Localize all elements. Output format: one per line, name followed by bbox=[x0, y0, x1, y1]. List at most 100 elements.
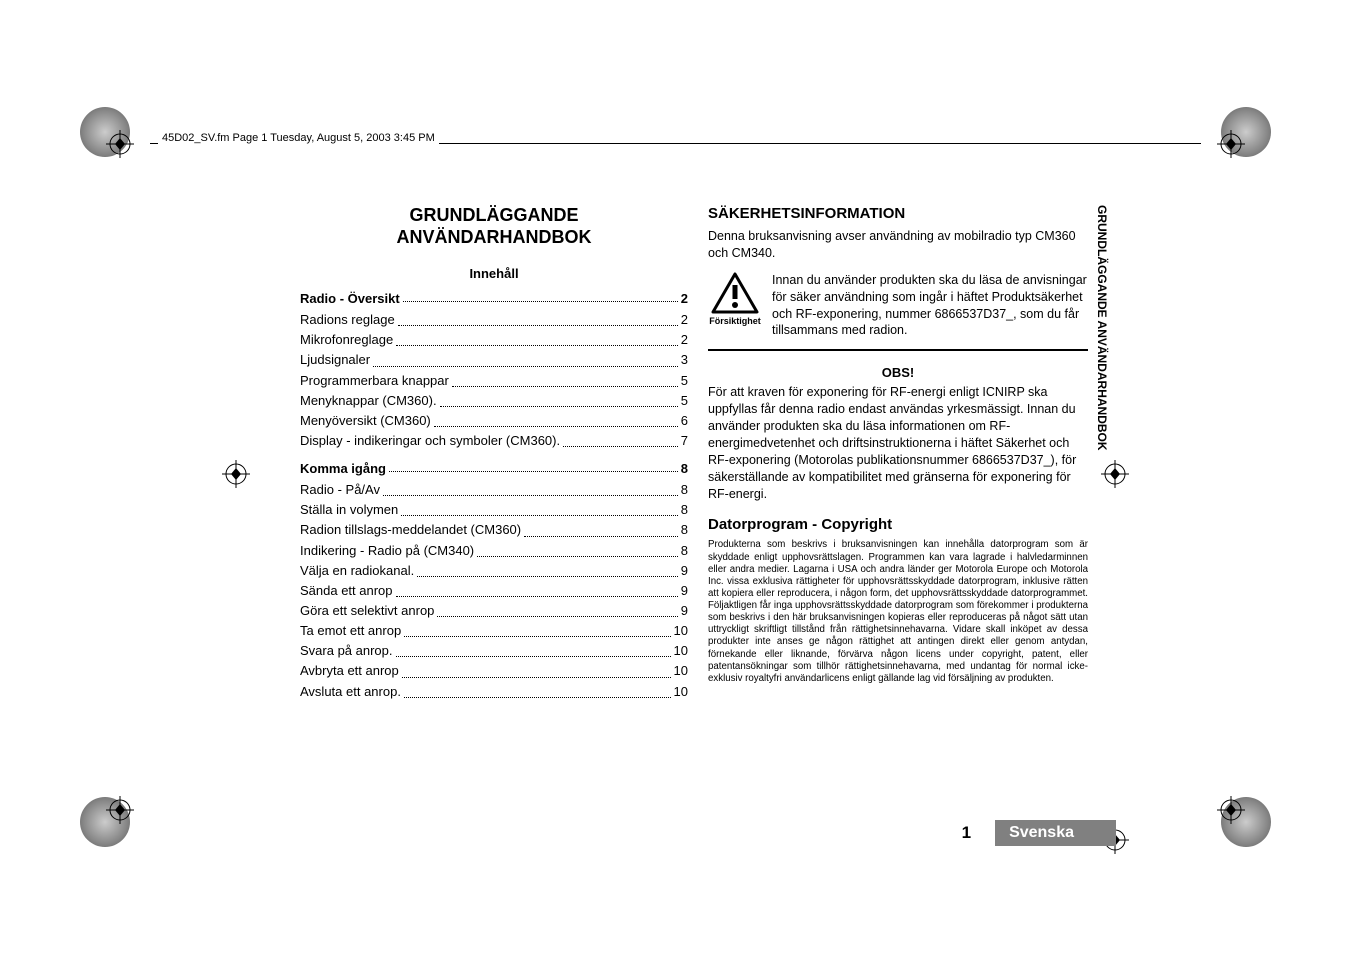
toc-label: Programmerbara knappar bbox=[300, 371, 449, 391]
toc-label: Ljudsignaler bbox=[300, 350, 370, 370]
toc-entry: Komma igång 8 bbox=[300, 461, 688, 476]
toc-page-number: 8 bbox=[681, 461, 688, 476]
toc-label: Göra ett selektivt anrop bbox=[300, 601, 434, 621]
toc-entry: Menyöversikt (CM360) 6 bbox=[300, 411, 688, 431]
registration-mark bbox=[1217, 130, 1245, 158]
toc-label: Radion tillslags-meddelandet (CM360) bbox=[300, 520, 521, 540]
toc-page-number: 8 bbox=[681, 480, 688, 500]
toc-entry: Svara på anrop. 10 bbox=[300, 641, 688, 661]
toc-leader-dots bbox=[477, 541, 678, 557]
toc-page-number: 2 bbox=[681, 310, 688, 330]
toc-page-number: 5 bbox=[681, 371, 688, 391]
toc-leader-dots bbox=[440, 391, 678, 407]
safety-heading: SÄKERHETSINFORMATION bbox=[708, 205, 1088, 222]
toc-page-number: 8 bbox=[681, 500, 688, 520]
registration-mark bbox=[106, 796, 134, 824]
toc-entry: Ljudsignaler 3 bbox=[300, 350, 688, 370]
toc-label: Avsluta ett anrop. bbox=[300, 682, 401, 702]
toc-page-number: 7 bbox=[681, 431, 688, 451]
caution-text: Innan du använder produkten ska du läsa … bbox=[772, 272, 1088, 340]
toc-entry: Avsluta ett anrop. 10 bbox=[300, 682, 688, 702]
copyright-heading: Datorprogram - Copyright bbox=[708, 516, 1088, 533]
title-line-2: ANVÄNDARHANDBOK bbox=[397, 227, 592, 247]
registration-mark bbox=[1217, 796, 1245, 824]
toc-page-number: 10 bbox=[674, 661, 688, 681]
toc-leader-dots bbox=[452, 371, 678, 387]
toc-page-number: 8 bbox=[681, 541, 688, 561]
toc-label: Svara på anrop. bbox=[300, 641, 393, 661]
toc-leader-dots bbox=[404, 621, 670, 637]
toc-entry: Sända ett anrop 9 bbox=[300, 581, 688, 601]
toc-leader-dots bbox=[563, 431, 678, 447]
toc-page-number: 6 bbox=[681, 411, 688, 431]
right-column: SÄKERHETSINFORMATION Denna bruksanvisnin… bbox=[708, 205, 1088, 685]
toc-label: Indikering - Radio på (CM340) bbox=[300, 541, 474, 561]
left-column: GRUNDLÄGGANDE ANVÄNDARHANDBOK Innehåll R… bbox=[300, 205, 688, 702]
toc-label: Sända ett anrop bbox=[300, 581, 393, 601]
toc-page-number: 10 bbox=[674, 641, 688, 661]
toc-label: Komma igång bbox=[300, 461, 386, 476]
toc-page-number: 9 bbox=[681, 601, 688, 621]
toc-label: Ställa in volymen bbox=[300, 500, 398, 520]
language-badge: Svenska bbox=[995, 820, 1116, 846]
toc-entry: Ta emot ett anrop 10 bbox=[300, 621, 688, 641]
caution-icon-wrap: Försiktighet bbox=[708, 272, 762, 326]
caution-label: Försiktighet bbox=[709, 316, 761, 326]
toc-leader-dots bbox=[524, 520, 678, 536]
toc-leader-dots bbox=[373, 350, 678, 366]
toc-page-number: 9 bbox=[681, 581, 688, 601]
obs-text: För att kraven för exponering för RF-ene… bbox=[708, 384, 1088, 502]
title-line-1: GRUNDLÄGGANDE bbox=[410, 205, 579, 225]
toc-entry: Välja en radiokanal. 9 bbox=[300, 561, 688, 581]
copyright-text: Produkterna som beskrivs i bruksanvisnin… bbox=[708, 539, 1088, 685]
obs-heading: OBS! bbox=[708, 365, 1088, 380]
toc-leader-dots bbox=[401, 500, 677, 516]
toc-entry: Radio - På/Av 8 bbox=[300, 480, 688, 500]
toc-page-number: 2 bbox=[681, 291, 688, 306]
toc-page-number: 10 bbox=[674, 621, 688, 641]
toc-label: Radio - På/Av bbox=[300, 480, 380, 500]
toc-entry: Radio - Översikt 2 bbox=[300, 291, 688, 306]
toc-leader-dots bbox=[417, 561, 678, 577]
toc-label: Avbryta ett anrop bbox=[300, 661, 399, 681]
toc-leader-dots bbox=[396, 581, 678, 597]
toc-page-number: 8 bbox=[681, 520, 688, 540]
toc-page-number: 5 bbox=[681, 391, 688, 411]
toc-entry: Indikering - Radio på (CM340) 8 bbox=[300, 541, 688, 561]
toc-leader-dots bbox=[404, 682, 671, 698]
toc-leader-dots bbox=[383, 480, 678, 496]
caution-triangle-icon bbox=[711, 272, 759, 314]
toc-leader-dots bbox=[396, 330, 678, 346]
toc-page-number: 2 bbox=[681, 330, 688, 350]
toc-entry: Göra ett selektivt anrop 9 bbox=[300, 601, 688, 621]
toc-label: Radions reglage bbox=[300, 310, 395, 330]
toc-entry: Ställa in volymen 8 bbox=[300, 500, 688, 520]
registration-mark bbox=[222, 460, 250, 488]
caution-box: Försiktighet Innan du använder produkten… bbox=[708, 272, 1088, 352]
document-title: GRUNDLÄGGANDE ANVÄNDARHANDBOK bbox=[300, 205, 688, 248]
toc-label: Radio - Översikt bbox=[300, 291, 400, 306]
footer: 1 Svenska bbox=[962, 820, 1116, 846]
toc-page-number: 10 bbox=[674, 682, 688, 702]
toc-page-number: 3 bbox=[681, 350, 688, 370]
toc-leader-dots bbox=[389, 461, 678, 472]
toc-label: Menyöversikt (CM360) bbox=[300, 411, 431, 431]
toc-entry: Mikrofonreglage 2 bbox=[300, 330, 688, 350]
toc-label: Välja en radiokanal. bbox=[300, 561, 414, 581]
toc-page-number: 9 bbox=[681, 561, 688, 581]
toc-list: Radio - Översikt 2Radions reglage 2Mikro… bbox=[300, 291, 688, 702]
safety-intro: Denna bruksanvisning avser användning av… bbox=[708, 228, 1088, 262]
page-content: GRUNDLÄGGANDE ANVÄNDARHANDBOK Innehåll R… bbox=[300, 205, 1121, 824]
toc-leader-dots bbox=[396, 641, 671, 657]
toc-leader-dots bbox=[403, 291, 678, 302]
toc-heading: Innehåll bbox=[300, 266, 688, 281]
page-number: 1 bbox=[962, 823, 971, 843]
toc-entry: Radion tillslags-meddelandet (CM360) 8 bbox=[300, 520, 688, 540]
registration-mark bbox=[106, 130, 134, 158]
toc-leader-dots bbox=[402, 661, 671, 677]
toc-label: Mikrofonreglage bbox=[300, 330, 393, 350]
toc-leader-dots bbox=[434, 411, 678, 427]
toc-leader-dots bbox=[398, 310, 678, 326]
toc-label: Display - indikeringar och symboler (CM3… bbox=[300, 431, 560, 451]
toc-entry: Avbryta ett anrop 10 bbox=[300, 661, 688, 681]
